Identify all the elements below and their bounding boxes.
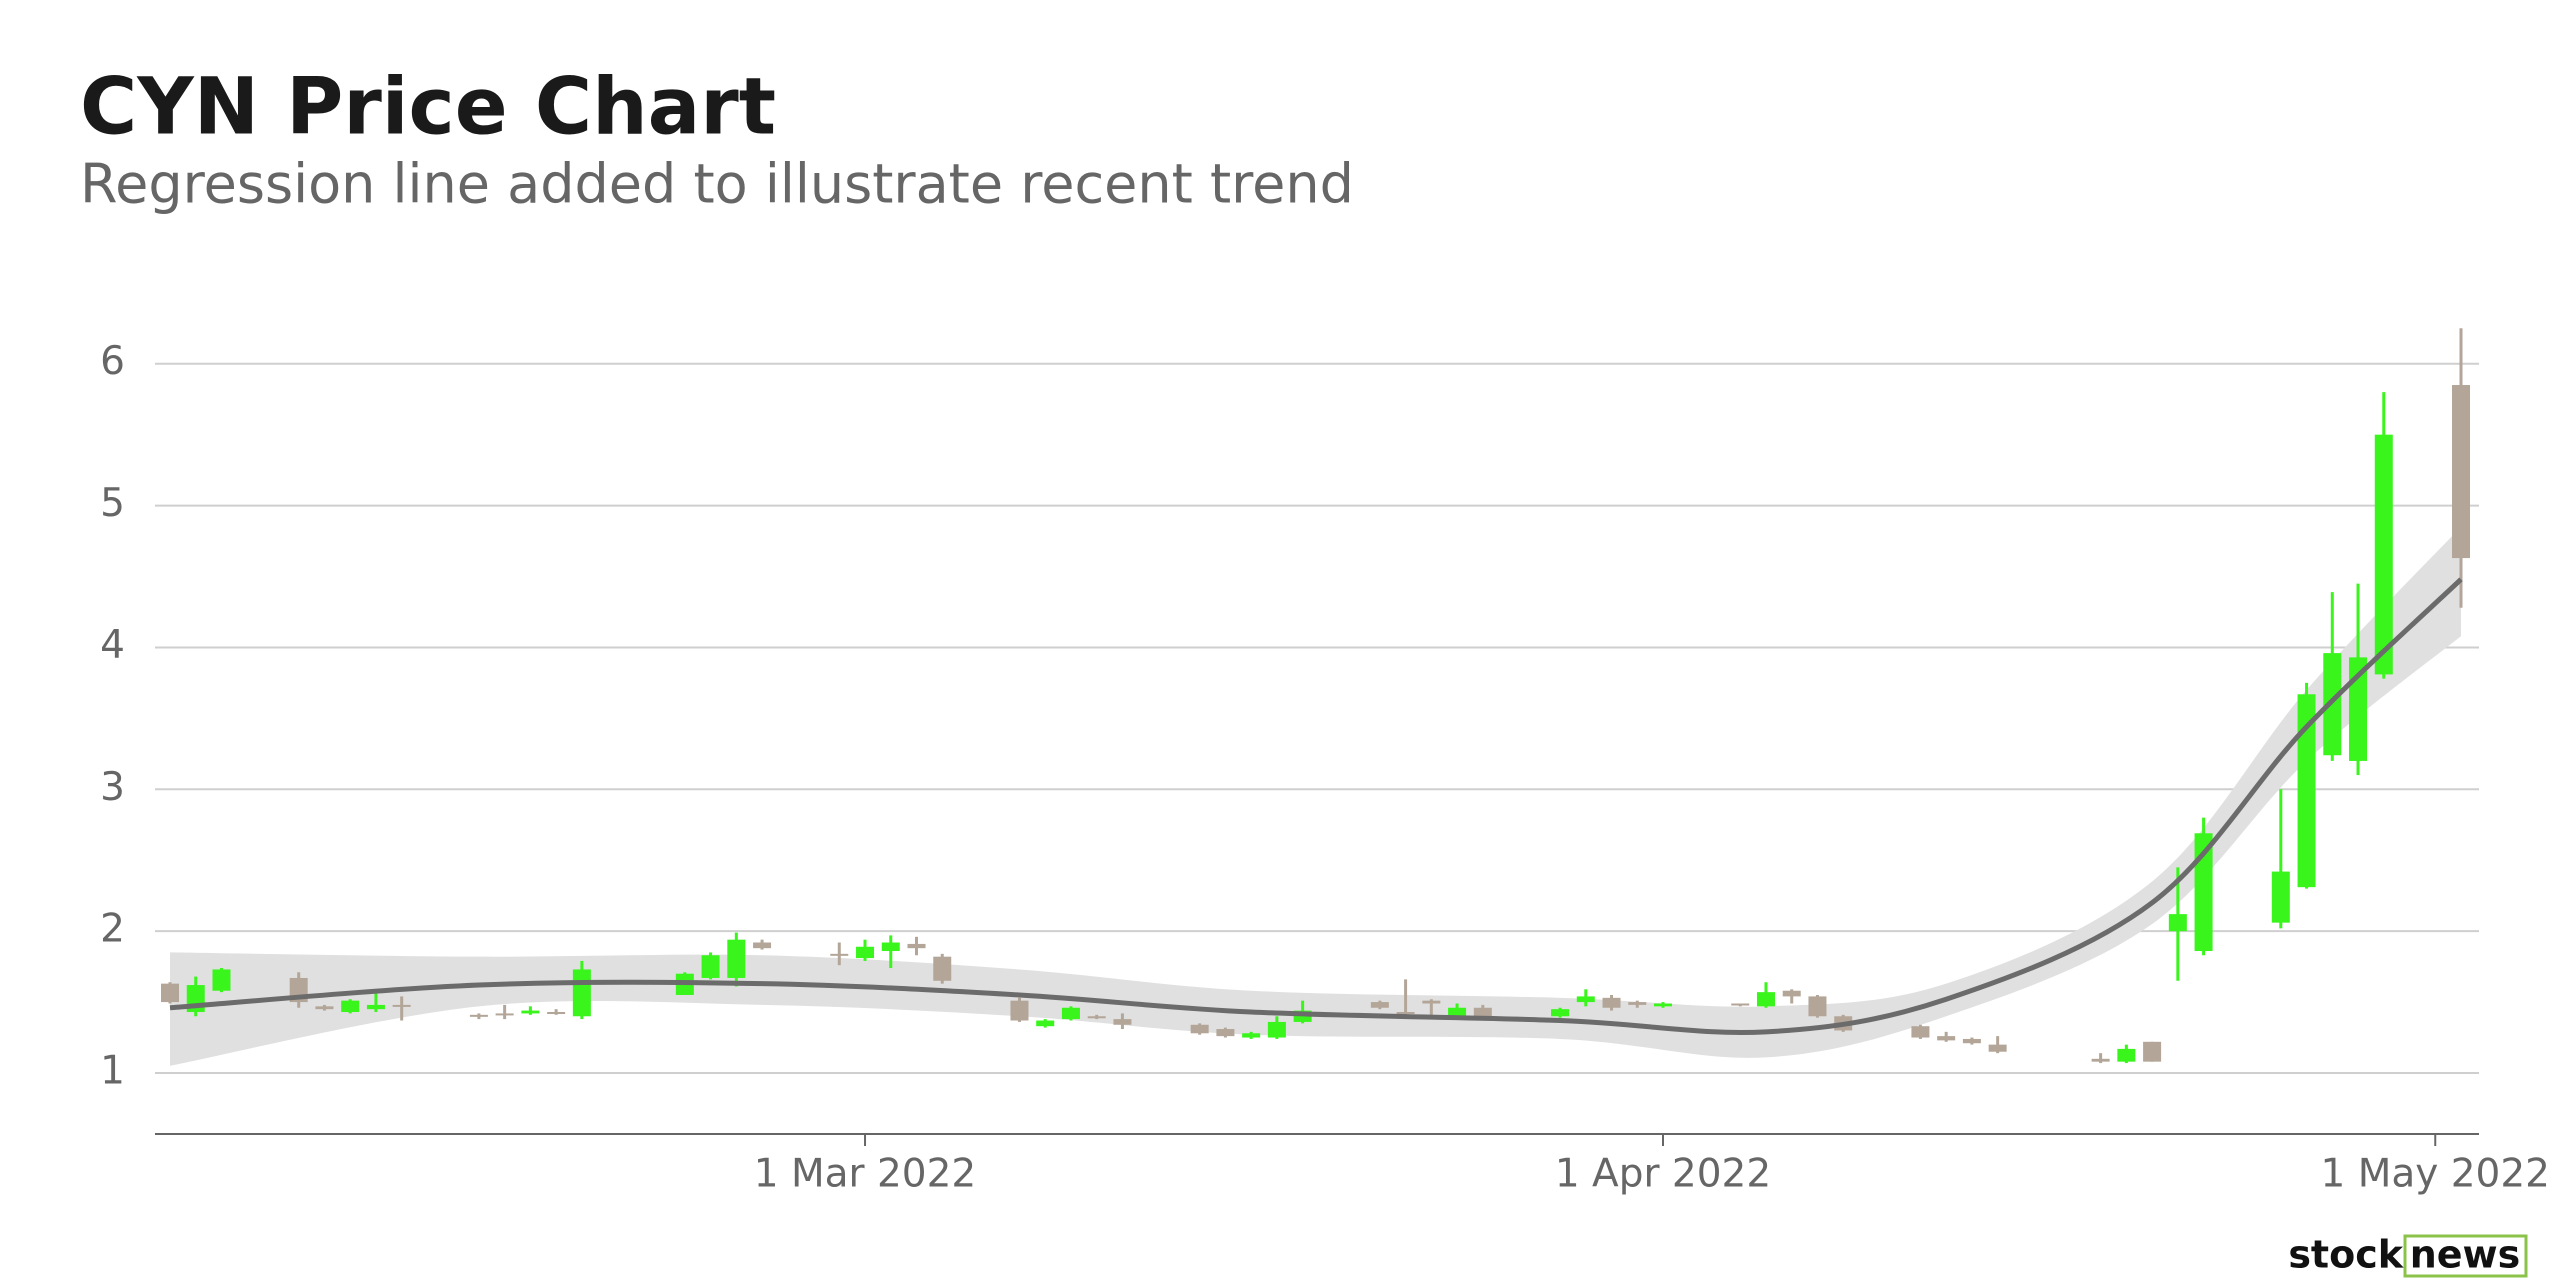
candle-body [1576,996,1595,1003]
candle-body [1036,1020,1055,1027]
candle-body [1396,1012,1415,1015]
candle-body [2117,1048,2136,1062]
candle-body [1602,997,1621,1008]
candle-body [1808,996,1827,1017]
trend-line [169,577,2463,1036]
candle-body [469,1014,488,1017]
candle-body [495,1013,514,1016]
candle-body [2091,1058,2110,1062]
candle-body [315,1006,334,1010]
y-tick-label: 6 [100,339,125,384]
candle-body [2168,914,2187,932]
chart-title: CYN Price Chart [80,62,776,152]
candle-body [2297,694,2316,888]
logo-right: news [2410,1233,2521,1277]
y-tick-label: 4 [100,623,125,668]
candle-body [1911,1026,1930,1038]
axes: 1 2 3 4 5 6 1 Mar 2022 1 Apr 2022 1 May 2022 [100,339,2550,1196]
candle-body [933,956,952,981]
y-tick-label: 1 [100,1049,125,1094]
logo-left: stock [2288,1233,2403,1277]
candle-body [1654,1003,1673,1007]
candle-body [881,942,900,952]
candle-body [341,1000,360,1013]
candle-body [1113,1019,1132,1025]
candle-body [1216,1029,1235,1037]
candle-body [1937,1036,1956,1041]
candle-body [1628,1002,1647,1005]
x-tick-label: 1 Mar 2022 [754,1152,976,1197]
y-tick-label: 2 [100,907,125,952]
trend-band-group [170,526,2461,1066]
grid [155,362,2479,1075]
candle-body [212,969,231,991]
candle-body [1988,1044,2007,1052]
logo-box [2403,1234,2528,1278]
x-tick-label: 1 Apr 2022 [1555,1152,1771,1197]
candle-body [2143,1041,2162,1062]
candle-body [830,953,849,956]
candle-body [727,939,746,978]
candle-body [1782,990,1801,997]
candle-body [547,1012,566,1015]
trend-group [169,577,2463,1036]
candle-body [2194,833,2213,952]
chart-subtitle: Regression line added to illustrate rece… [80,153,1354,216]
y-tick-label: 3 [100,765,125,810]
candle-body [753,942,772,949]
candle-body [572,969,591,1017]
candle-body [1422,1000,1441,1004]
candle-body [1087,1016,1106,1019]
candle-body [521,1010,540,1014]
candle-body [392,1004,411,1007]
candle-body [856,946,875,959]
candle-body [701,955,720,978]
x-tick-label: 1 May 2022 [2321,1152,2551,1197]
candles [161,328,2470,1064]
candle-body [1010,1000,1029,1021]
candle-body [1473,1007,1492,1017]
candle-body [1962,1038,1981,1044]
candle-body [1370,1002,1389,1008]
trend-band [170,526,2461,1066]
candle-body [2271,871,2290,923]
candle-body [2374,434,2393,675]
logo: stock news [2288,1233,2528,1278]
candle-body [161,983,179,1003]
candle-body [1551,1009,1570,1017]
candle-body [1242,1033,1261,1038]
candle-body [1448,1007,1467,1017]
candle-body [1267,1021,1286,1038]
candle-body [907,943,926,949]
candle-body [1190,1024,1209,1034]
candle-body [366,1004,385,1010]
candle-body [2452,385,2470,559]
candle-body [1061,1007,1080,1020]
candle-body [1756,992,1775,1007]
y-tick-label: 5 [100,481,125,526]
candle-body [1731,1003,1750,1006]
